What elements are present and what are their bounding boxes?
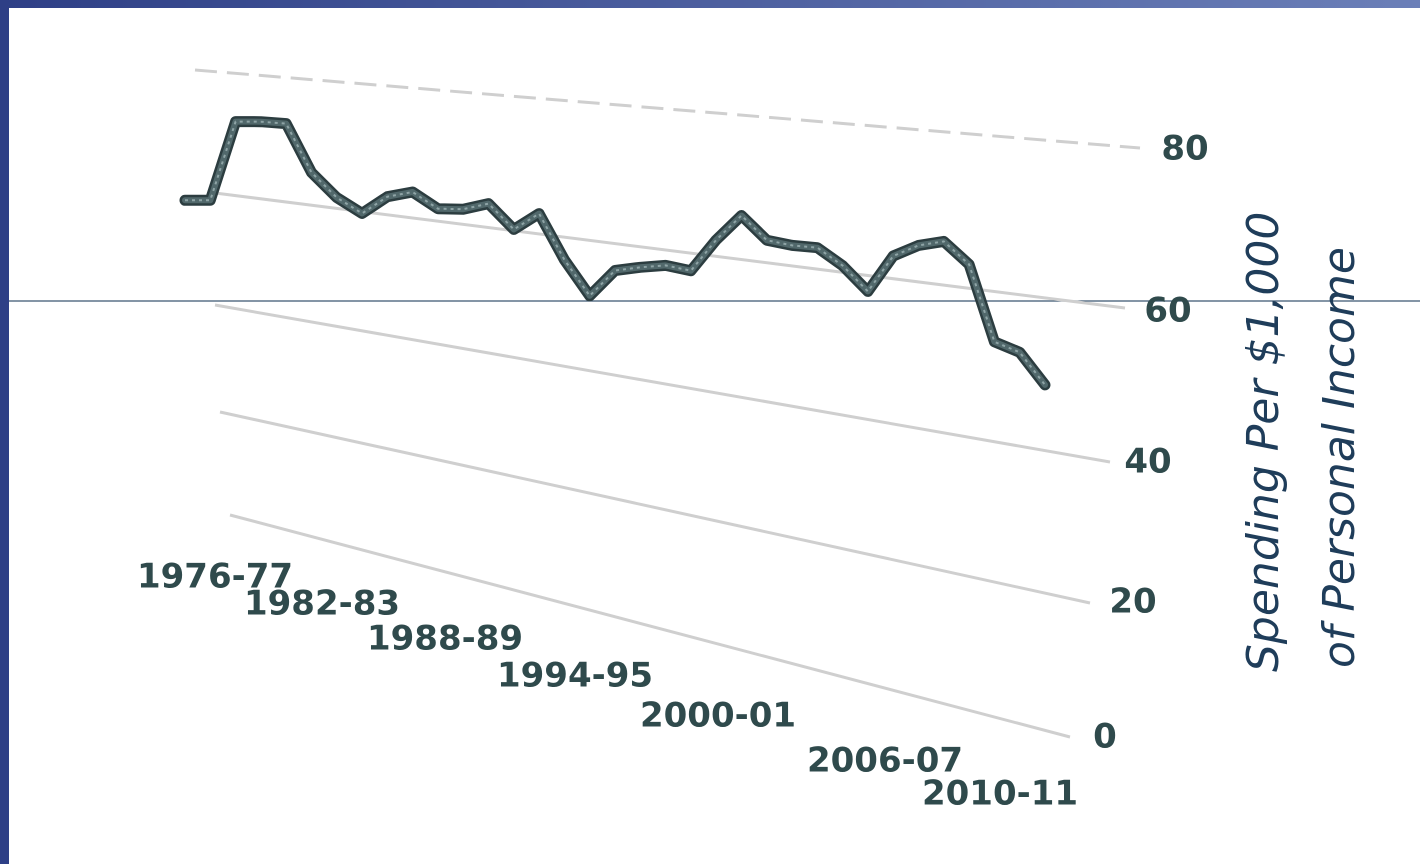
grid-line	[214, 303, 1111, 464]
x-tick-label: 2010-11	[922, 774, 1078, 814]
y-axis-title-line1: Spending Per $1,000	[1238, 212, 1289, 672]
x-tick-label: 1988-89	[367, 619, 523, 659]
x-tick-label: 1994-95	[497, 656, 653, 696]
chart: 0204060801976-771982-831988-891994-95200…	[137, 68, 1209, 814]
top-bar	[0, 0, 1420, 8]
y-tick-label: 40	[1124, 442, 1171, 482]
series-line-outline	[179, 116, 1051, 391]
x-tick-label: 1982-83	[244, 584, 400, 624]
grid-line	[219, 410, 1091, 605]
series-line	[182, 118, 1048, 388]
x-tick-label: 1976-77	[137, 557, 293, 597]
y-tick-label: 60	[1144, 291, 1191, 331]
x-tick-label: 2000-01	[640, 696, 796, 736]
y-tick-label: 0	[1093, 717, 1117, 757]
series-line-highlight	[184, 120, 1046, 386]
y-tick-label: 20	[1109, 582, 1156, 622]
y-tick-label: 80	[1161, 129, 1208, 169]
y-axis-title-line2: of Personal Income	[1314, 247, 1365, 668]
grid-line	[229, 513, 1071, 739]
left-bar	[0, 0, 9, 864]
x-tick-label: 2006-07	[807, 741, 963, 781]
grid-line	[194, 68, 1141, 150]
